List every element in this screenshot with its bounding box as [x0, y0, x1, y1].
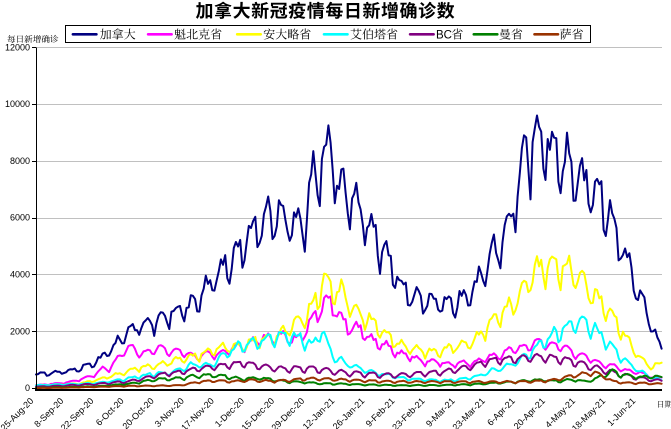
- svg-text:2000: 2000: [10, 326, 30, 336]
- svg-text:4000: 4000: [10, 270, 30, 280]
- svg-text:BC: BC: [436, 30, 452, 42]
- svg-text:0: 0: [25, 383, 30, 393]
- svg-text:6000: 6000: [10, 213, 30, 223]
- svg-text:12000: 12000: [5, 42, 30, 52]
- svg-text:8000: 8000: [10, 156, 30, 166]
- svg-text:10000: 10000: [5, 99, 30, 109]
